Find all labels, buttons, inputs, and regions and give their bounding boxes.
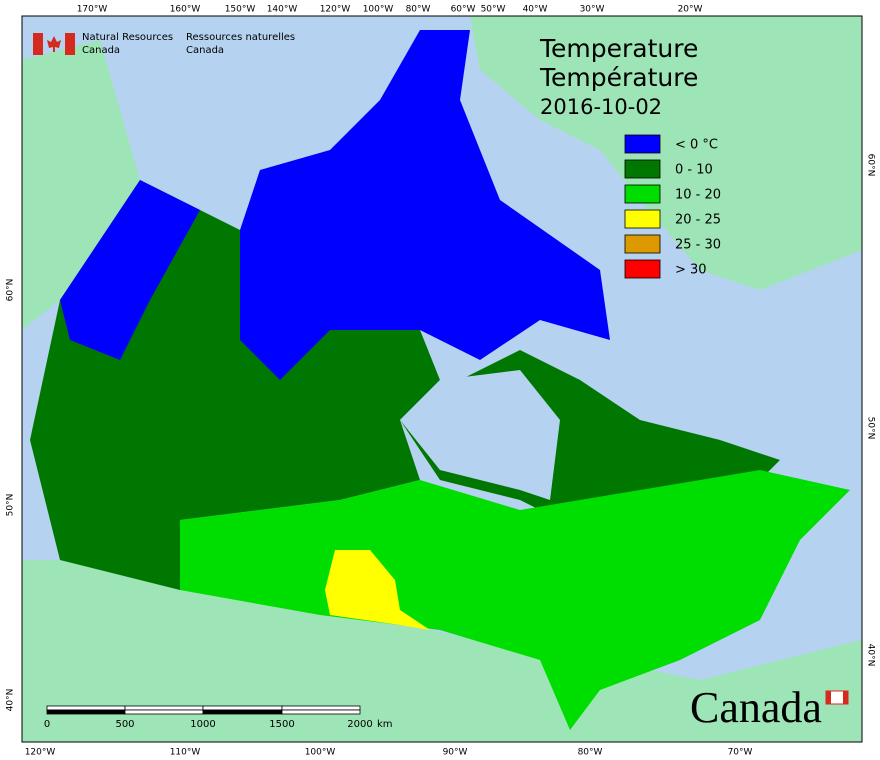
wordmark: Canada [690,683,849,732]
agency-en: Natural Resources [82,32,173,43]
scale-segment [46,705,126,711]
latitude-label: 50°N [6,494,16,517]
title: Temperature [539,34,698,63]
scale-label: 0 [44,719,50,730]
longitude-label: 120°W [25,748,56,758]
scale-segment [202,705,283,711]
legend-label: 10 - 20 [675,188,721,203]
flag-bar [33,33,43,55]
flag-bar [65,33,75,55]
legend-label: > 30 [675,263,707,278]
longitude-label: 40°W [523,5,548,15]
legend-swatch [624,209,661,229]
legend-swatch [624,159,661,179]
legend-swatch [624,184,661,204]
longitude-label: 90°W [443,748,468,758]
agency-signature: Natural Resources Canada Ressources natu… [33,32,295,56]
legend-swatch [624,134,661,154]
scale-bar: 0 500 1000 1500 2000 km [44,705,393,730]
alaska [22,40,140,330]
legend: < 0 °C 0 - 10 10 - 20 20 - 25 25 - 30 > 30 [624,134,721,279]
scale-segment [46,709,126,715]
legend-label: 0 - 10 [675,163,713,178]
wordmark-text: Canada [690,683,822,732]
map-area [21,15,863,743]
agency-fr: Ressources naturelles [186,32,295,43]
graticule-labels: 170°W 160°W 150°W 140°W 120°W 100°W 80°W 60°W 50… [6,5,876,758]
longitude-label: 120°W [320,5,351,15]
longitude-label: 100°W [305,748,336,758]
latitude-label: 40°N [866,644,876,667]
date: 2016-10-02 [540,95,662,119]
longitude-label: 80°W [406,5,431,15]
legend-label: 20 - 25 [675,213,721,228]
temp-zone-cold-arctic [240,30,610,380]
longitude-label: 60°W [451,5,476,15]
maple-leaf [47,36,61,52]
agency-en: Canada [82,45,120,56]
greenland [470,16,862,290]
legend-label: < 0 °C [675,138,718,153]
latitude-label: 40°N [6,689,16,712]
scale-label: 1500 [269,719,294,730]
agency-fr: Canada [186,45,224,56]
scale-label: 1000 [190,719,215,730]
usa [22,560,862,742]
latitude-label: 50°N [866,417,876,440]
legend-label: 25 - 30 [675,238,721,253]
scale-segment [124,709,204,715]
hudson-bay [400,370,560,500]
temp-zone-20-25 [325,550,430,630]
map-border [21,15,863,743]
longitude-label: 160°W [170,5,201,15]
longitude-label: 170°W [77,5,108,15]
longitude-label: 150°W [225,5,256,15]
scale-segment [281,705,361,711]
longitude-label: 140°W [267,5,298,15]
flag-bar [826,691,831,704]
scale-segment [124,705,204,711]
latitude-label: 60°N [866,154,876,177]
longitude-label: 50°W [481,5,506,15]
scale-segment [281,709,361,715]
temp-zone-cold-yukon [60,180,200,360]
longitude-label: 80°W [578,748,603,758]
scale-unit: km [377,719,393,730]
legend-swatch [624,259,661,279]
legend-swatch [624,234,661,254]
longitude-label: 70°W [728,748,753,758]
longitude-label: 30°W [580,5,605,15]
scale-segment [202,709,283,715]
latitude-label: 60°N [6,279,16,302]
flag-bar [843,691,848,704]
title: Température [539,63,698,92]
scale-label: 2000 [347,719,372,730]
longitude-label: 20°W [678,5,703,15]
longitude-label: 100°W [363,5,394,15]
scale-label: 500 [115,719,134,730]
longitude-label: 110°W [170,748,201,758]
temp-zone-10-20 [180,470,850,730]
